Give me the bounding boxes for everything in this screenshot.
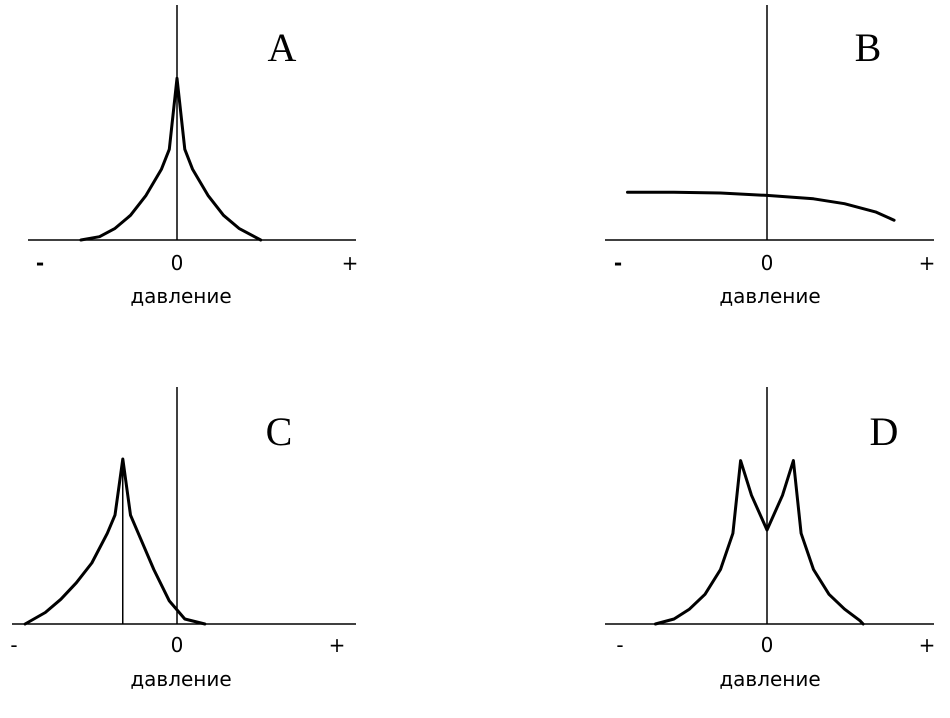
tick-label-zero-a: 0 xyxy=(171,251,184,275)
panel-letter-b: B xyxy=(855,25,882,70)
x-axis-label-d: давление xyxy=(719,667,820,691)
tick-label-minus-b: - xyxy=(614,251,622,275)
tick-label-minus-c: - xyxy=(10,633,17,657)
tick-label-zero-c: 0 xyxy=(171,633,184,657)
x-axis-label-a: давление xyxy=(130,284,231,308)
tick-label-zero-b: 0 xyxy=(761,251,774,275)
tick-label-plus-d: + xyxy=(919,633,936,657)
x-axis-label-c: давление xyxy=(130,667,231,691)
panel-letter-a: A xyxy=(268,25,297,70)
series-curve-d xyxy=(653,459,865,626)
panel-letter-c: C xyxy=(266,409,293,454)
tick-label-plus-c: + xyxy=(329,633,346,657)
panel-letter-d: D xyxy=(870,409,899,454)
series-curve-b xyxy=(626,190,896,222)
chart-panel-d: D - 0 + давление xyxy=(605,387,935,691)
tick-label-minus-d: - xyxy=(616,633,623,657)
chart-panel-a: A - 0 + давление xyxy=(28,5,358,308)
x-axis-label-b: давление xyxy=(719,284,820,308)
tick-label-plus-b: + xyxy=(919,251,936,275)
series-curve-a xyxy=(79,76,263,242)
chart-panel-b: B - 0 + давление xyxy=(605,5,935,308)
tick-label-zero-d: 0 xyxy=(761,633,774,657)
chart-panel-c: C - 0 + давление xyxy=(10,387,356,691)
tick-label-plus-a: + xyxy=(342,251,359,275)
tick-label-minus-a: - xyxy=(36,251,44,275)
series-curve-c xyxy=(23,457,207,626)
